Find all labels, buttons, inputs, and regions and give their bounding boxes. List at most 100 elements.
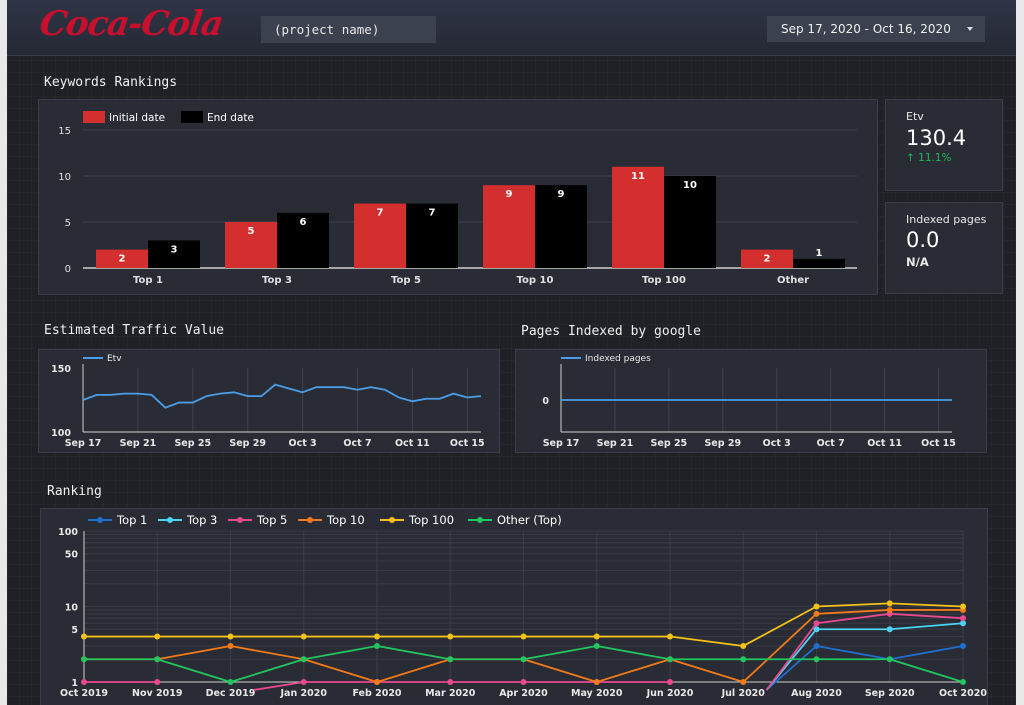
x-tick-label: Top 10 bbox=[517, 275, 554, 286]
keywords-rankings-title: Keywords Rankings bbox=[44, 75, 178, 90]
series-segment-other-top bbox=[156, 658, 231, 683]
series-point-other-top bbox=[520, 656, 527, 663]
series-segment-other-top bbox=[596, 645, 671, 661]
series-point-other-top bbox=[447, 656, 454, 663]
series-segment-top-100 bbox=[742, 605, 817, 647]
series-point-top-100 bbox=[447, 633, 454, 640]
series-point-top-5 bbox=[447, 679, 454, 685]
bar-end-date bbox=[277, 212, 329, 268]
bar-value-label: 7 bbox=[429, 208, 436, 219]
bar-initial-date bbox=[612, 166, 664, 268]
y-tick-label: 100 bbox=[58, 527, 78, 538]
x-tick-label: Aug 2020 bbox=[791, 688, 842, 699]
series-point-top-3 bbox=[960, 620, 966, 627]
series-point-top-10 bbox=[227, 642, 234, 649]
bar-initial-date bbox=[96, 249, 148, 268]
series-segment-top-100 bbox=[889, 602, 964, 608]
bar-end-date bbox=[664, 176, 716, 268]
project-name-field[interactable]: (project name) bbox=[261, 16, 436, 43]
x-tick-label: Sep 2020 bbox=[865, 688, 915, 699]
ranking-panel: Oct 2019 Nov 2019 Dec 2019 Jan 2020 Feb 2020… bbox=[40, 508, 988, 705]
series-point-top-100 bbox=[960, 603, 966, 610]
indexed-pages-scorecard: Indexed pages 0.0 N/A bbox=[885, 202, 1003, 294]
series-point-top-100 bbox=[813, 603, 820, 610]
series-point-other-top bbox=[960, 679, 966, 685]
x-tick-label: Oct 7 bbox=[817, 438, 845, 449]
series-segment-top-1 bbox=[889, 645, 964, 661]
series-point-top-3 bbox=[813, 626, 820, 633]
legend-label: Top 1 bbox=[116, 513, 147, 527]
series-segment-other-top bbox=[889, 658, 964, 683]
date-range-picker[interactable]: Sep 17, 2020 - Oct 16, 2020 bbox=[767, 16, 985, 42]
y-tick-label: 0 bbox=[65, 264, 71, 275]
y-tick-label: 50 bbox=[65, 550, 79, 561]
keywords-rankings-chart: 0 5 10 15 2 3 Top 1 5 6 Top 3 7 7 Top 5 9 9 Top 10 11 10 T… bbox=[58, 111, 857, 286]
series-segment-top-10 bbox=[596, 658, 671, 683]
legend-label: Other (Top) bbox=[497, 513, 562, 527]
series-point-top-100 bbox=[374, 633, 380, 640]
x-tick-label: Nov 2019 bbox=[132, 688, 182, 699]
x-tick-label: Sep 25 bbox=[174, 438, 211, 449]
legend-label: Etv bbox=[107, 354, 122, 364]
bar-value-label: 2 bbox=[764, 254, 771, 265]
series-segment-top-10 bbox=[303, 658, 378, 683]
x-tick-label: Sep 21 bbox=[597, 438, 634, 449]
series-segment-other-top bbox=[523, 645, 597, 661]
arrow-up-icon: ↑ bbox=[906, 152, 915, 164]
x-tick-label: May 2020 bbox=[571, 688, 623, 699]
etv-delta-value: 11.1% bbox=[918, 152, 952, 164]
series-point-top-5 bbox=[154, 679, 161, 685]
series-point-other-top bbox=[154, 656, 161, 663]
ranking-title: Ranking bbox=[47, 484, 102, 499]
series-point-top-10 bbox=[813, 610, 820, 617]
y-tick-label: 10 bbox=[65, 603, 79, 614]
y-tick-label: 100 bbox=[51, 428, 71, 439]
x-tick-label: Sep 29 bbox=[704, 438, 741, 449]
series-segment-top-100 bbox=[669, 635, 744, 647]
series-segment-top-5 bbox=[816, 612, 890, 625]
dashboard-header: Coca-Cola (project name) Sep 17, 2020 - … bbox=[7, 0, 1016, 56]
x-tick-label: Top 5 bbox=[391, 275, 421, 286]
y-tick-label: 15 bbox=[58, 126, 71, 137]
legend-marker bbox=[307, 517, 313, 523]
series-point-top-100 bbox=[520, 633, 527, 640]
x-tick-label: Other bbox=[777, 275, 809, 286]
pages-indexed-title: Pages Indexed by google bbox=[521, 324, 702, 339]
series-point-top-100 bbox=[300, 633, 307, 640]
series-point-top-5 bbox=[813, 620, 820, 627]
series-segment-top-100 bbox=[816, 602, 890, 608]
date-range-label: Sep 17, 2020 - Oct 16, 2020 bbox=[781, 22, 951, 36]
series-point-top-100 bbox=[886, 600, 893, 607]
bar-initial-date bbox=[354, 203, 406, 268]
bar-initial-date bbox=[225, 222, 277, 268]
window-frame-right bbox=[1016, 0, 1024, 705]
series-segment-top-5 bbox=[253, 681, 304, 691]
series-point-top-5 bbox=[81, 679, 87, 685]
series-segment-top-10 bbox=[230, 645, 304, 661]
x-tick-label: Sep 17 bbox=[543, 438, 580, 449]
series-point-other-top bbox=[374, 642, 380, 649]
etv-scorecard: Etv 130.4 ↑ 11.1% bbox=[885, 99, 1003, 191]
bar-end-date bbox=[148, 240, 200, 268]
x-tick-label: Apr 2020 bbox=[499, 688, 548, 699]
series-segment-top-5 bbox=[765, 622, 818, 691]
x-tick-label: Oct 7 bbox=[343, 438, 371, 449]
legend-marker bbox=[237, 517, 243, 523]
bar-value-label: 3 bbox=[171, 244, 178, 255]
ranking-chart: Oct 2019 Nov 2019 Dec 2019 Jan 2020 Feb 2020… bbox=[58, 513, 987, 699]
series-segment-other-top bbox=[230, 658, 305, 683]
series-segment-other-top bbox=[376, 645, 451, 661]
series-segment-top-5 bbox=[889, 612, 964, 620]
bar-initial-date bbox=[741, 249, 793, 268]
y-tick-label: 5 bbox=[65, 218, 71, 229]
bar-value-label: 11 bbox=[631, 171, 645, 182]
series-point-top-10 bbox=[374, 679, 380, 685]
series-point-other-top bbox=[740, 656, 747, 663]
y-tick-label: 150 bbox=[51, 364, 71, 375]
bar-end-date bbox=[535, 185, 587, 268]
x-tick-label: Oct 15 bbox=[450, 438, 485, 449]
traffic-value-chart: Sep 17 Sep 21 Sep 25 Sep 29 Oct 3 Oct 7 Oct 11… bbox=[51, 354, 485, 449]
brand-logo: Coca-Cola bbox=[37, 4, 226, 44]
series-segment-top-10 bbox=[669, 658, 744, 683]
bar-end-date bbox=[793, 258, 845, 268]
